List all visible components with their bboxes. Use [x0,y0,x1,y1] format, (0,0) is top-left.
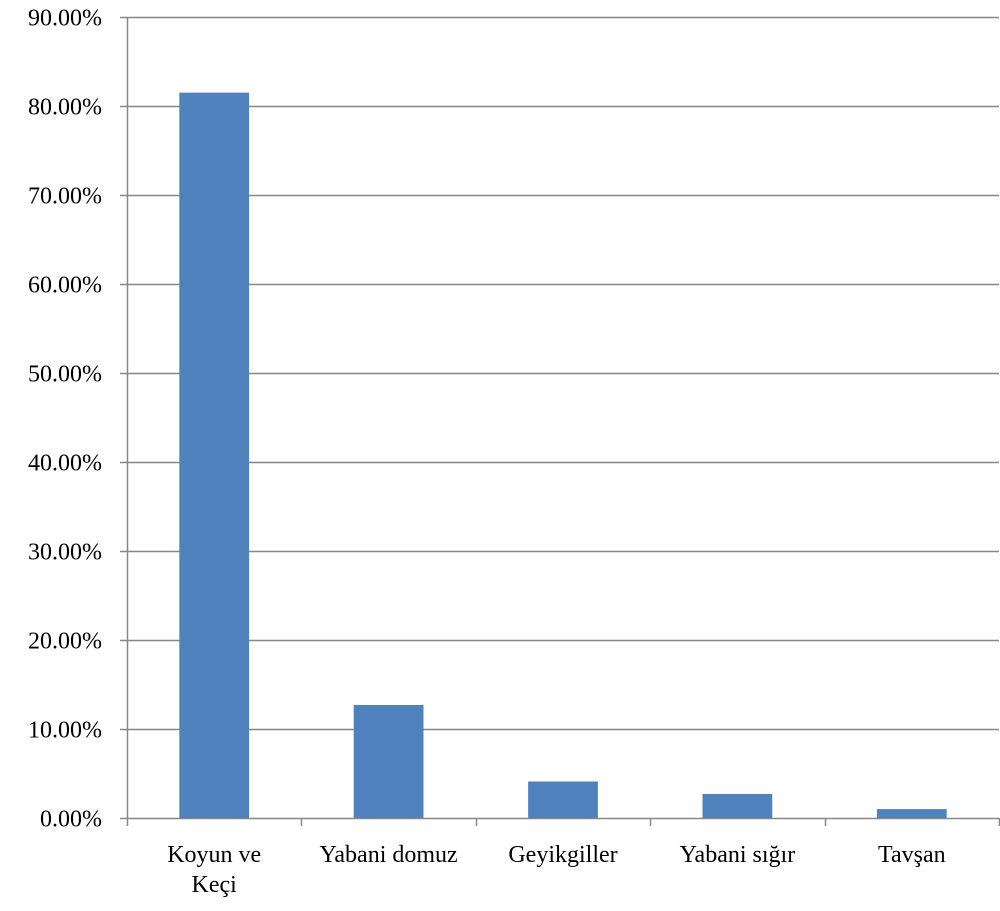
y-tick-label: 60.00% [28,273,102,299]
bar [179,92,250,818]
bar [528,781,598,818]
x-tick-label: Koyun ve Keçi [167,842,261,898]
x-tick-label: Yabani sığır [680,842,796,868]
y-tick-label: 10.00% [28,718,102,744]
bar [876,809,947,818]
y-tick-label: 0.00% [40,807,102,833]
y-tick-label: 80.00% [28,95,102,121]
y-tick-label: 20.00% [28,629,102,655]
y-tick-labels: 0.00% 10.00% 20.00% 30.00% 40.00% 50.00% 60.00… [28,6,102,833]
x-tick-label: Yabani domuz [319,842,457,868]
bar [702,793,773,818]
x-tick-label: Tavşan [878,842,946,868]
bars [179,92,947,818]
gridlines [127,16,999,731]
y-tick-label: 70.00% [28,184,102,210]
y-tick-label: 40.00% [28,451,102,477]
x-tick-labels: Koyun ve Keçi Yabani domuz Geyikgiller Yaban… [167,842,945,898]
axes [120,16,1000,826]
y-tick-label: 50.00% [28,362,102,388]
x-tick-label: Geyikgiller [508,842,617,868]
y-tick-label: 30.00% [28,540,102,566]
y-tick-label: 90.00% [28,6,102,32]
bar [353,704,424,818]
